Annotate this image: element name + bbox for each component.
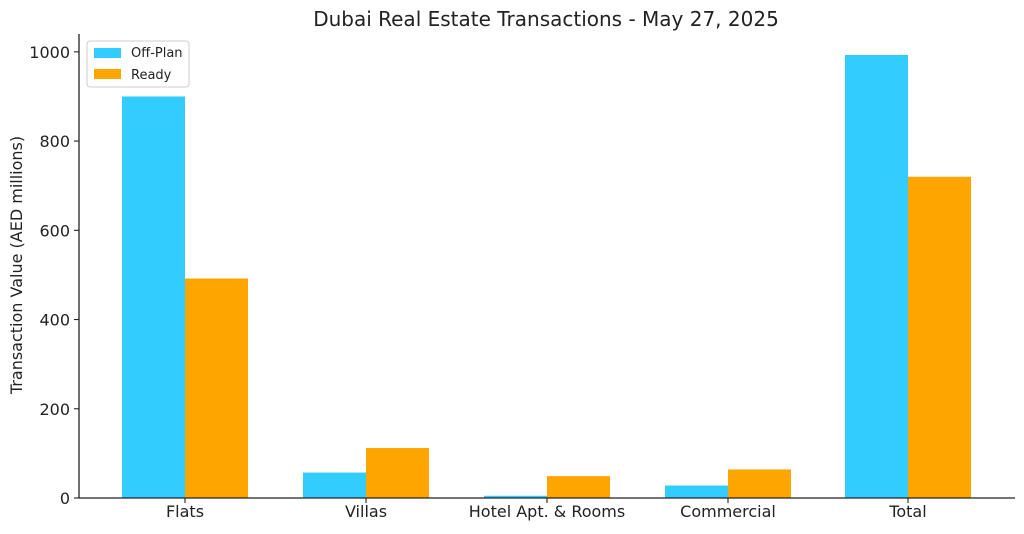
legend-label-off-plan: Off-Plan xyxy=(131,46,183,61)
legend-label-ready: Ready xyxy=(131,68,172,83)
bar-off-plan-commercial xyxy=(665,485,728,498)
bar-ready-commercial xyxy=(728,469,791,498)
x-tick-label-villas: Villas xyxy=(345,502,387,521)
x-tick-label-commercial: Commercial xyxy=(680,502,776,521)
y-axis-ticks: 0 200 400 600 800 1000 xyxy=(29,43,79,508)
legend-swatch-ready xyxy=(94,69,121,79)
bar-ready-total xyxy=(908,176,971,498)
bar-ready-flats xyxy=(185,278,248,498)
legend: Off-Plan Ready xyxy=(86,40,190,88)
x-tick-label-hotel-apt-rooms: Hotel Apt. & Rooms xyxy=(469,502,625,521)
legend-swatch-off-plan xyxy=(94,48,121,58)
bar-off-plan-hotel-apt-rooms xyxy=(484,495,547,498)
y-tick-label: 200 xyxy=(39,400,70,419)
bar-ready-hotel-apt-rooms xyxy=(547,476,610,498)
y-tick-label: 600 xyxy=(39,221,70,240)
y-tick-label: 1000 xyxy=(29,43,70,62)
x-axis-ticks: Flats Villas Hotel Apt. & Rooms Commercial T… xyxy=(166,498,927,521)
x-tick-label-total: Total xyxy=(888,502,926,521)
y-tick-label: 0 xyxy=(60,489,70,508)
bars-group xyxy=(122,54,971,498)
bar-off-plan-total xyxy=(845,54,908,498)
y-tick-label: 800 xyxy=(39,132,70,151)
x-tick-label-flats: Flats xyxy=(166,502,204,521)
chart-title: Dubai Real Estate Transactions - May 27,… xyxy=(313,7,779,31)
y-axis-title: Transaction Value (AED millions) xyxy=(7,136,26,395)
bar-off-plan-villas xyxy=(303,472,366,498)
y-tick-label: 400 xyxy=(39,311,70,330)
bar-ready-villas xyxy=(366,448,429,498)
bar-off-plan-flats xyxy=(122,96,185,498)
